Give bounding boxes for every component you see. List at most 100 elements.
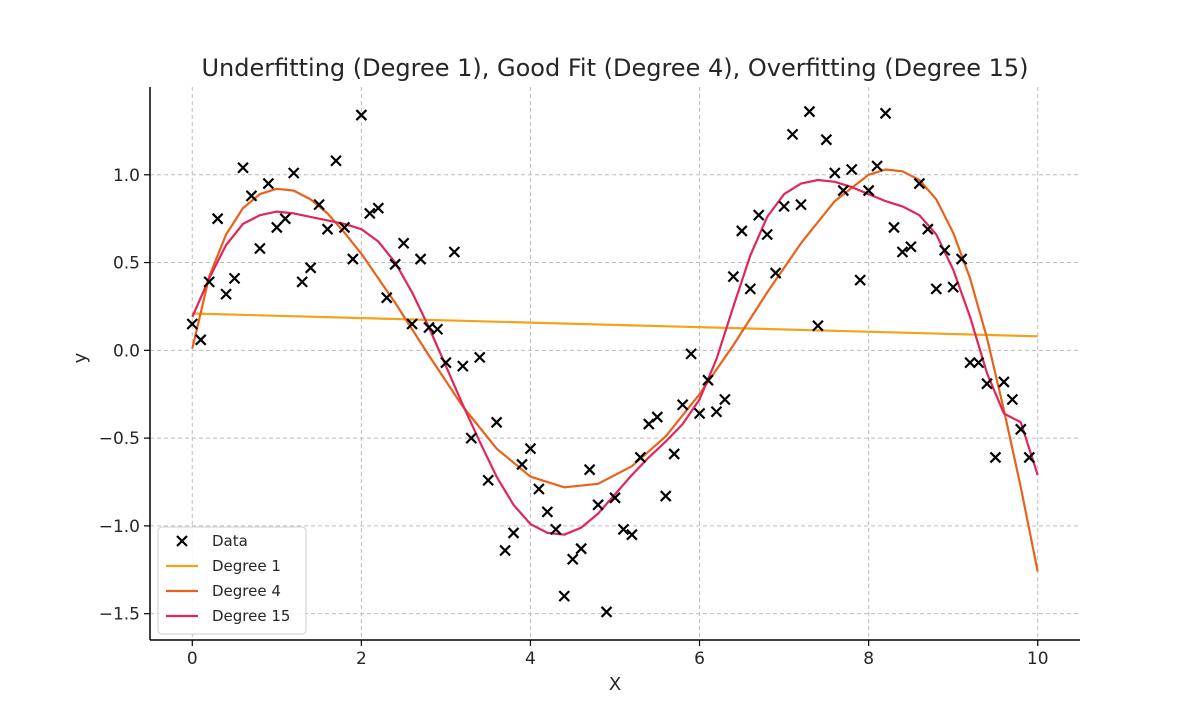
data-point-90 <box>947 281 959 293</box>
x-axis-label: X <box>609 674 621 695</box>
data-point-91 <box>955 253 968 265</box>
x-tick-label-2: 4 <box>525 649 536 669</box>
data-point-17 <box>330 154 342 167</box>
data-point-59 <box>685 348 697 360</box>
series-line-degree-15 <box>191 178 1039 536</box>
legend-box <box>157 526 307 635</box>
data-point-72 <box>795 198 807 211</box>
data-point-35 <box>482 474 494 487</box>
data-point-45 <box>566 553 579 566</box>
data-point-42 <box>541 506 554 518</box>
data-point-34 <box>473 351 486 364</box>
data-points <box>186 105 1036 618</box>
data-point-95 <box>989 451 1002 464</box>
series-line-degree-1 <box>192 312 1038 338</box>
data-point-8 <box>254 242 266 255</box>
data-point-77 <box>837 184 850 197</box>
data-point-27 <box>414 253 427 265</box>
data-point-49 <box>600 606 613 618</box>
data-point-10 <box>271 221 283 234</box>
data-point-11 <box>279 212 292 225</box>
data-point-75 <box>820 133 833 146</box>
data-point-93 <box>972 356 985 369</box>
data-point-88 <box>930 283 943 295</box>
data-point-43 <box>550 523 562 536</box>
data-point-73 <box>803 105 816 118</box>
data-point-57 <box>668 448 680 460</box>
data-point-58 <box>676 398 689 411</box>
data-point-48 <box>592 499 604 511</box>
data-point-86 <box>913 177 926 190</box>
data-point-96 <box>998 376 1010 388</box>
x-tick-label-0: 0 <box>187 649 198 669</box>
data-point-70 <box>778 200 790 213</box>
data-point-29 <box>431 323 444 336</box>
data-point-3 <box>211 212 224 225</box>
data-point-84 <box>896 246 909 258</box>
chart-title: Underfitting (Degree 1), Good Fit (Degre… <box>201 54 1028 82</box>
data-point-87 <box>922 223 934 235</box>
data-point-12 <box>287 167 300 179</box>
data-point-51 <box>617 523 630 536</box>
legend-label-3: Degree 15 <box>212 607 290 625</box>
data-point-50 <box>609 492 621 504</box>
data-point-38 <box>507 527 520 539</box>
y-tick-label-5: 1.0 <box>113 166 140 186</box>
data-point-23 <box>380 291 393 304</box>
data-point-67 <box>752 209 765 221</box>
data-point-46 <box>575 542 587 555</box>
data-point-94 <box>981 377 993 390</box>
data-point-52 <box>626 528 638 541</box>
legend-label-0: Data <box>212 532 248 550</box>
legend: Data Degree 1 Degree 4 Degree 15 <box>157 526 307 635</box>
data-point-85 <box>905 240 917 253</box>
data-point-61 <box>702 374 714 386</box>
legend-label-2: Degree 4 <box>212 582 281 600</box>
data-point-37 <box>499 544 511 557</box>
data-point-89 <box>938 244 951 257</box>
data-point-22 <box>372 202 385 214</box>
data-point-32 <box>457 360 469 372</box>
data-point-66 <box>744 283 757 295</box>
axes: 0 2 4 6 8 10 −1.5 −1.0 −0.5 0.0 0.5 1.0 <box>99 87 1080 669</box>
data-point-63 <box>719 393 731 406</box>
data-point-83 <box>888 221 900 234</box>
data-point-76 <box>829 167 841 179</box>
data-point-6 <box>237 161 249 174</box>
data-point-80 <box>862 184 875 197</box>
data-point-24 <box>389 258 401 271</box>
data-point-47 <box>583 463 596 476</box>
data-point-78 <box>845 163 858 176</box>
data-point-60 <box>693 407 706 420</box>
data-point-5 <box>228 272 241 285</box>
data-point-14 <box>304 262 317 274</box>
data-point-19 <box>347 253 359 265</box>
data-point-98 <box>1015 423 1027 436</box>
data-point-41 <box>533 483 545 495</box>
data-point-62 <box>710 406 723 418</box>
data-point-97 <box>1006 393 1019 406</box>
data-point-99 <box>1023 451 1036 464</box>
data-point-69 <box>769 267 782 279</box>
data-point-40 <box>524 442 537 455</box>
data-point-30 <box>440 356 452 369</box>
data-point-56 <box>659 490 672 502</box>
data-point-55 <box>651 411 664 423</box>
data-point-65 <box>736 225 748 237</box>
data-point-15 <box>313 198 325 211</box>
y-tick-label-4: 0.5 <box>113 254 140 274</box>
data-point-39 <box>516 458 528 471</box>
x-tick-label-4: 8 <box>863 649 874 669</box>
y-axis-label: y <box>70 352 91 363</box>
legend-label-1: Degree 1 <box>212 557 281 575</box>
data-point-33 <box>465 432 478 444</box>
data-point-31 <box>448 246 461 258</box>
data-point-20 <box>355 109 368 121</box>
data-point-1 <box>194 334 207 346</box>
data-point-16 <box>321 223 334 235</box>
x-tick-label-5: 10 <box>1027 649 1049 669</box>
legend-swatch-data <box>176 535 188 547</box>
data-point-82 <box>879 107 892 120</box>
data-point-26 <box>406 318 418 330</box>
